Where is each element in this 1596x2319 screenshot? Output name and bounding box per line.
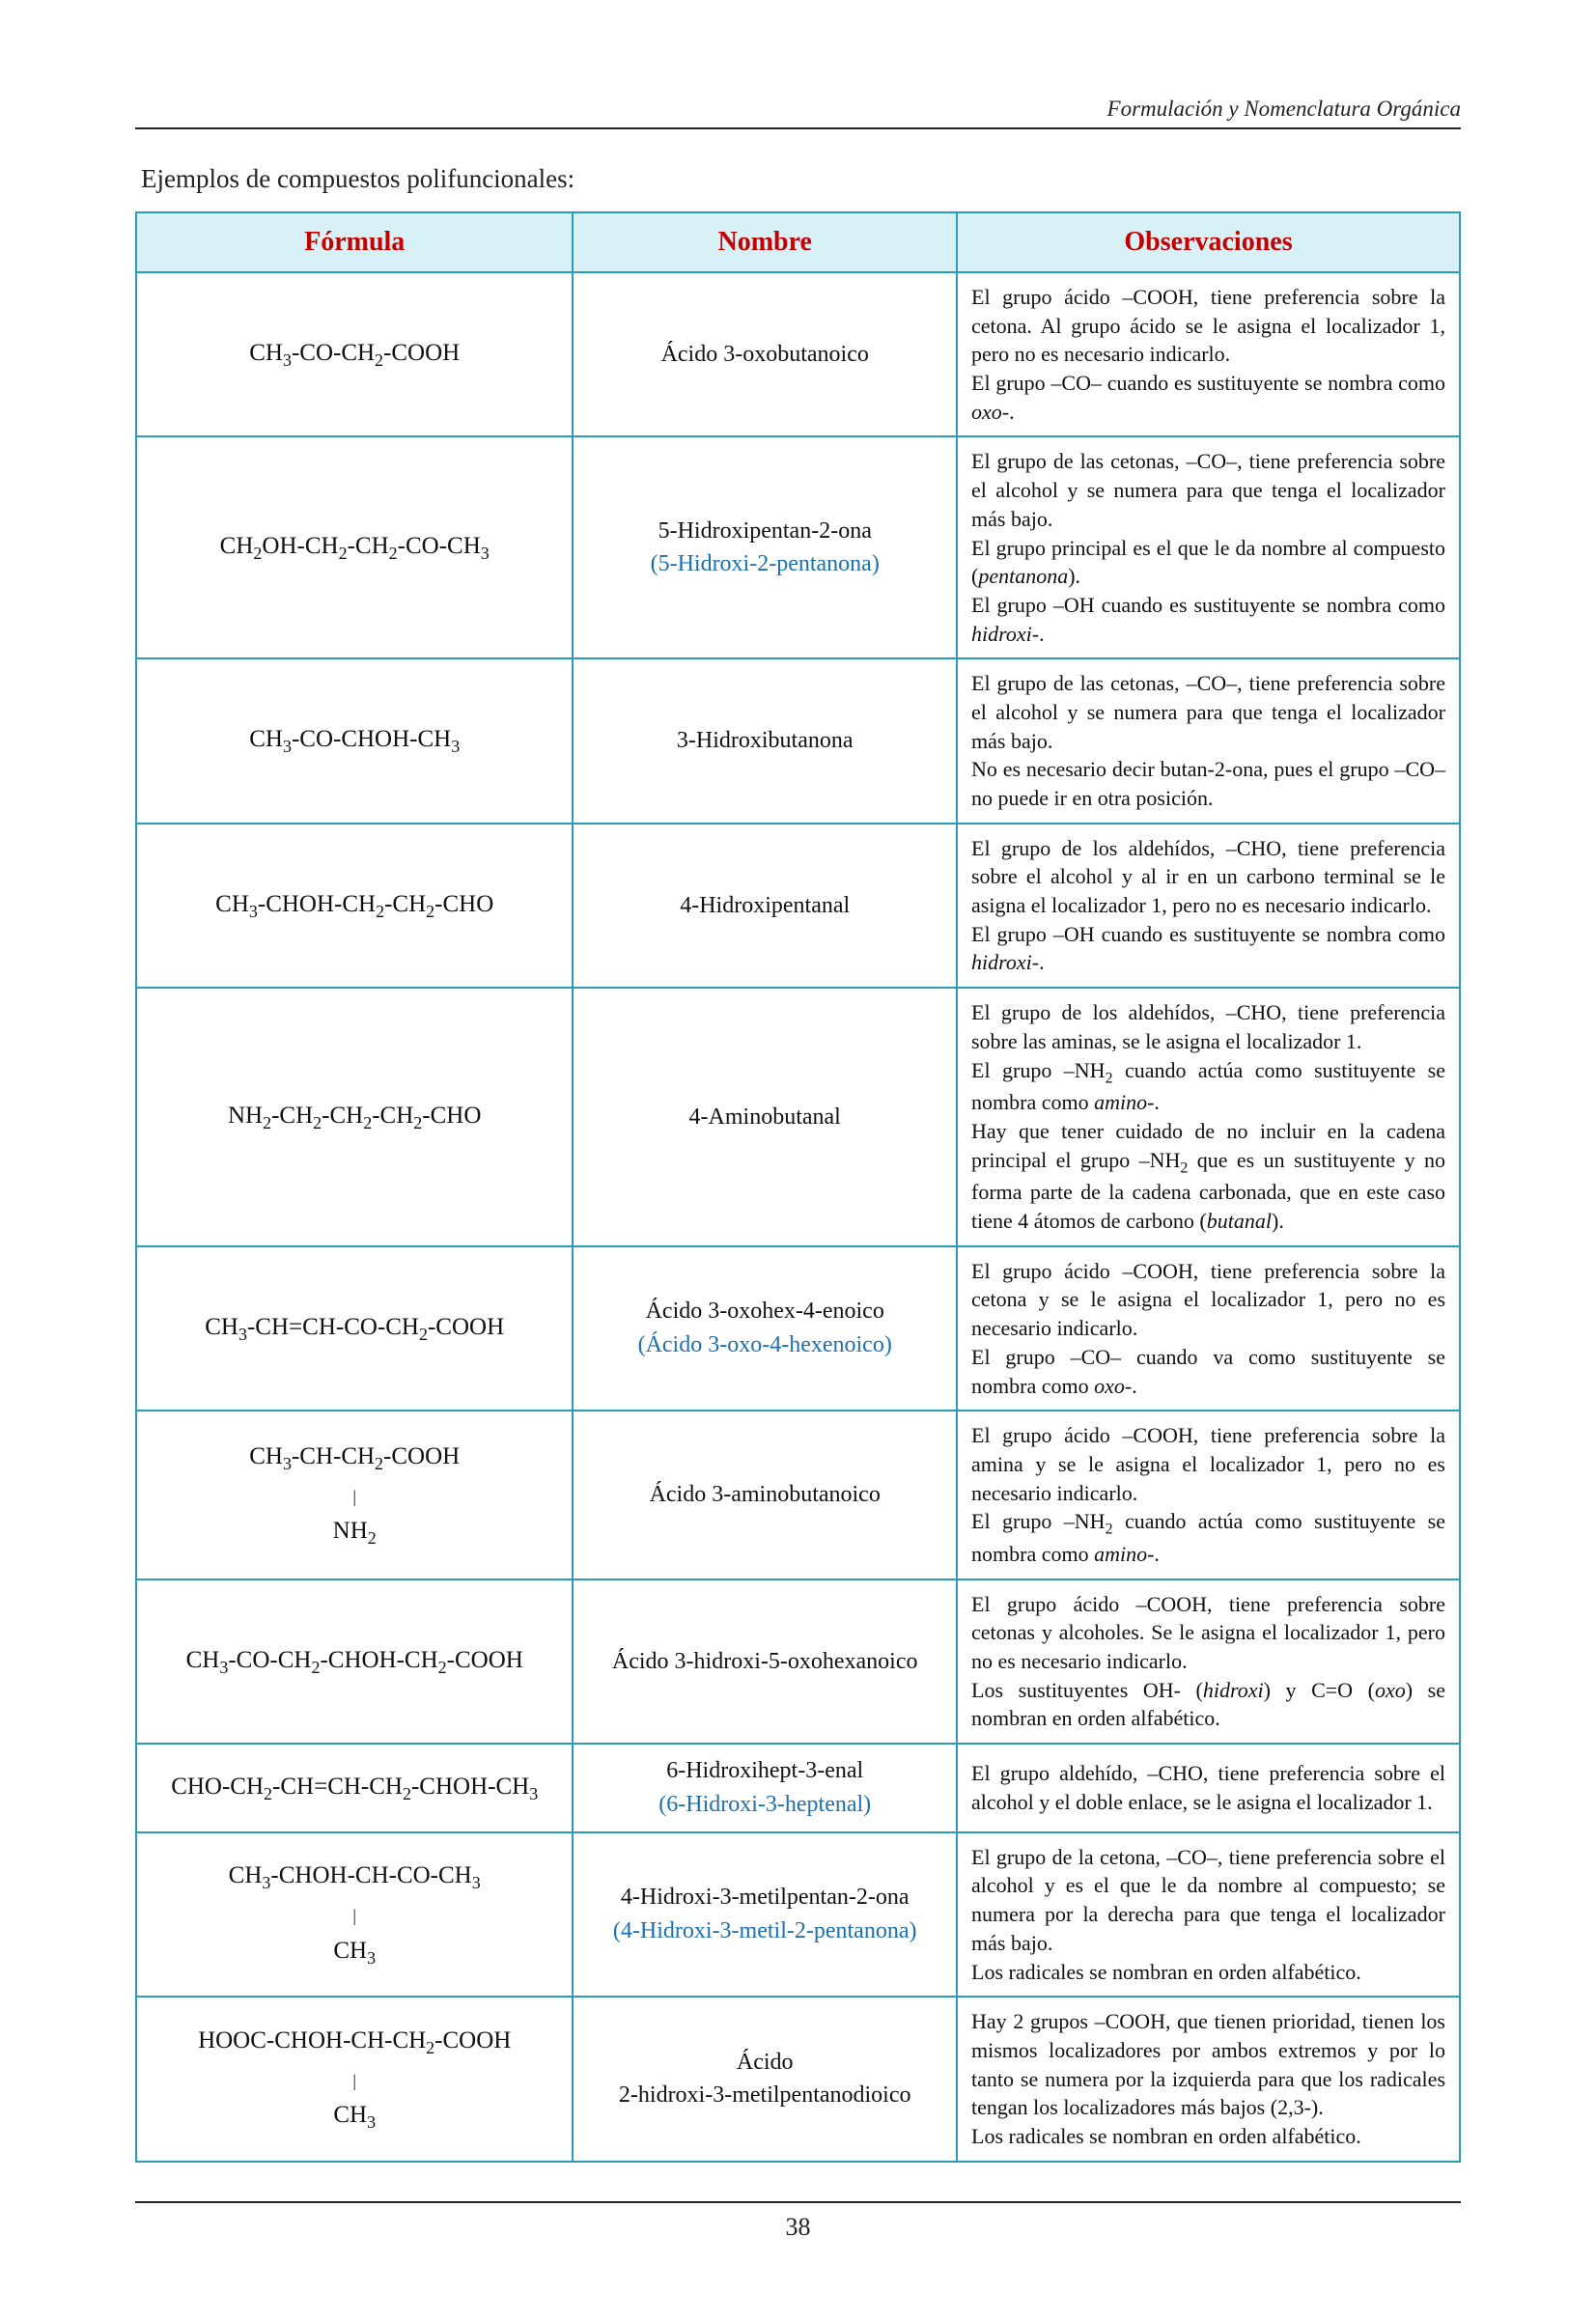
compound-name: Ácido 3-aminobutanoico [650,1482,881,1507]
cell-name: Ácido 3-hidroxi-5-oxohexanoico [573,1579,957,1744]
cell-observations: El grupo ácido –COOH, tiene preferencia … [957,272,1460,436]
header-name: Nombre [573,212,957,272]
cell-name: 5-Hidroxipentan-2-ona (5-Hidroxi-2-pentan… [573,436,957,658]
cell-observations: El grupo de las cetonas, –CO–, tiene pre… [957,658,1460,823]
compounds-table: Fórmula Nombre Observaciones CH3-CO-CH2-… [135,211,1461,2163]
cell-observations: El grupo ácido –COOH, tiene preferencia … [957,1579,1460,1744]
cell-formula: CH3-CO-CH2-COOH [136,272,573,436]
compound-name: 4-Hidroxipentanal [680,893,850,918]
table-header-row: Fórmula Nombre Observaciones [136,212,1460,272]
cell-formula: CH3-CO-CH2-CHOH-CH2-COOH [136,1579,573,1744]
cell-observations: El grupo de las cetonas, –CO–, tiene pre… [957,436,1460,658]
table-row: CHO-CH2-CH=CH-CH2-CHOH-CH36-Hidroxihept-… [136,1744,1460,1832]
compound-name: 4-Hidroxi-3-metilpentan-2-ona [621,1885,910,1910]
intro-text: Ejemplos de compuestos polifuncionales: [141,164,1461,194]
cell-name: 4-Hidroxi-3-metilpentan-2-ona (4-Hidroxi-… [573,1832,957,1997]
cell-formula: CH2OH-CH2-CH2-CO-CH3 [136,436,573,658]
cell-name: 6-Hidroxihept-3-enal (6-Hidroxi-3-heptena… [573,1744,957,1832]
cell-formula: HOOC-CHOH-CH-CH2-COOH|CH3 [136,1997,573,2161]
compound-name: 5-Hidroxipentan-2-ona [658,518,872,544]
cell-observations: El grupo de los aldehídos, –CHO, tiene p… [957,824,1460,988]
cell-formula: NH2-CH2-CH2-CH2-CHO [136,988,573,1246]
compound-alt-name: (6-Hidroxi-3-heptenal) [658,1792,871,1817]
cell-observations: El grupo ácido –COOH, tiene preferencia … [957,1246,1460,1411]
page-number: 38 [786,2213,811,2241]
table-row: CH3-CH=CH-CO-CH2-COOHÁcido 3-oxohex-4-en… [136,1246,1460,1411]
cell-observations: El grupo de los aldehídos, –CHO, tiene p… [957,988,1460,1246]
table-row: CH3-CO-CH2-CHOH-CH2-COOH Ácido 3-hidroxi-… [136,1579,1460,1744]
compound-name: Ácido 3-oxobutanoico [661,342,869,367]
cell-name: 3-Hidroxibutanona [573,658,957,823]
cell-name: Ácido 3-aminobutanoico [573,1411,957,1579]
table-row: HOOC-CHOH-CH-CH2-COOH|CH3 Ácido 2-hidroxi-… [136,1997,1460,2161]
table-row: CH2OH-CH2-CH2-CO-CH35-Hidroxipentan-2-on… [136,436,1460,658]
cell-observations: El grupo ácido –COOH, tiene preferencia … [957,1411,1460,1579]
compound-name: 3-Hidroxibutanona [677,728,854,753]
table-row: CH3-CHOH-CH2-CH2-CHO 4-Hidroxipentanal El … [136,824,1460,988]
cell-name: Ácido 3-oxohex-4-enoico (Ácido 3-oxo-4-he… [573,1246,957,1411]
table-row: CH3-CH-CH2-COOH|NH2 Ácido 3-aminobutanoic… [136,1411,1460,1579]
table-row: CH3-CHOH-CH-CO-CH3|CH34-Hidroxi-3-metilp… [136,1832,1460,1997]
cell-formula: CH3-CO-CHOH-CH3 [136,658,573,823]
compound-name: 6-Hidroxihept-3-enal [666,1758,863,1783]
compound-alt-name: (5-Hidroxi-2-pentanona) [651,551,880,576]
compound-alt-name: (4-Hidroxi-3-metil-2-pentanona) [613,1918,917,1943]
cell-observations: Hay 2 grupos –COOH, que tienen prioridad… [957,1997,1460,2161]
cell-name: 4-Aminobutanal [573,988,957,1246]
table-row: NH2-CH2-CH2-CH2-CHO 4-Aminobutanal El grup… [136,988,1460,1246]
page-footer: 38 [135,2201,1461,2242]
cell-name: Ácido 3-oxobutanoico [573,272,957,436]
cell-formula: CH3-CH-CH2-COOH|NH2 [136,1411,573,1579]
table-row: CH3-CO-CH2-COOH Ácido 3-oxobutanoico El gr… [136,272,1460,436]
header-obs: Observaciones [957,212,1460,272]
cell-observations: El grupo de la cetona, –CO–, tiene prefe… [957,1832,1460,1997]
compound-name: 4-Aminobutanal [689,1104,841,1130]
cell-name: 4-Hidroxipentanal [573,824,957,988]
cell-name: Ácido 2-hidroxi-3-metilpentanodioico [573,1997,957,2161]
compound-name-line2: 2-hidroxi-3-metilpentanodioico [619,2082,911,2108]
cell-formula: CHO-CH2-CH=CH-CH2-CHOH-CH3 [136,1744,573,1832]
compound-name: Ácido [737,2050,794,2075]
cell-formula: CH3-CHOH-CH2-CH2-CHO [136,824,573,988]
cell-formula: CH3-CH=CH-CO-CH2-COOH [136,1246,573,1411]
compound-name: Ácido 3-hidroxi-5-oxohexanoico [612,1649,918,1674]
cell-formula: CH3-CHOH-CH-CO-CH3|CH3 [136,1832,573,1997]
table-row: CH3-CO-CHOH-CH3 3-Hidroxibutanona El grupo… [136,658,1460,823]
cell-observations: El grupo aldehído, –CHO, tiene preferenc… [957,1744,1460,1832]
compound-alt-name: (Ácido 3-oxo-4-hexenoico) [638,1332,892,1357]
header-formula: Fórmula [136,212,573,272]
compound-name: Ácido 3-oxohex-4-enoico [646,1299,884,1324]
running-header: Formulación y Nomenclatura Orgánica [135,97,1461,129]
